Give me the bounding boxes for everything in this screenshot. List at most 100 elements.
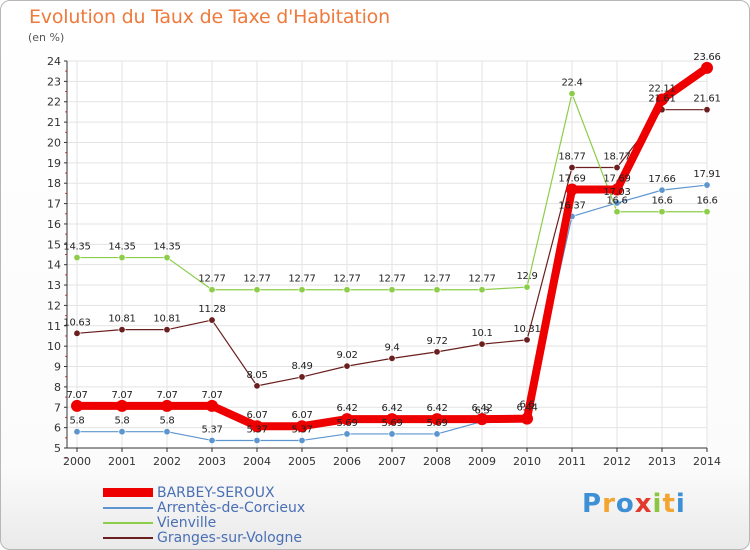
- legend-label: BARBEY-SEROUX: [157, 484, 275, 501]
- x-tick-label: 2011: [558, 455, 586, 468]
- y-tick-label: 12: [47, 299, 61, 312]
- data-label: 5.37: [201, 424, 222, 435]
- legend-swatch: [103, 521, 153, 524]
- y-tick-label: 24: [47, 55, 61, 68]
- series-point-0: [206, 399, 218, 412]
- series-point-1: [208, 436, 216, 444]
- proxiti-logo: Proxiti: [582, 489, 686, 519]
- series-point-0: [161, 399, 173, 412]
- data-label: 5.8: [159, 416, 174, 427]
- logo-letter: t: [662, 489, 676, 519]
- data-label: 7.07: [156, 390, 177, 401]
- series-point-1: [298, 436, 306, 444]
- data-label: 9.02: [336, 350, 357, 361]
- x-tick-label: 2000: [63, 455, 91, 468]
- series-point-0: [116, 399, 128, 412]
- series-point-0: [251, 420, 263, 433]
- series-point-2: [433, 286, 441, 294]
- x-tick-label: 2004: [243, 455, 271, 468]
- data-label: 9.4: [384, 342, 399, 353]
- y-tick-label: 13: [47, 279, 61, 292]
- series-point-3: [523, 336, 531, 344]
- series-point-2: [73, 254, 81, 262]
- series-point-2: [703, 208, 711, 216]
- series-point-0: [386, 413, 398, 426]
- x-tick-label: 2012: [603, 455, 631, 468]
- y-tick-label: 5: [54, 442, 61, 455]
- x-tick-label: 2002: [153, 455, 181, 468]
- data-label: 14.35: [108, 242, 135, 253]
- series-point-0: [611, 183, 623, 196]
- data-label: 6.42: [471, 403, 492, 414]
- y-tick-label: 14: [47, 259, 61, 272]
- logo-letter: i: [675, 489, 686, 519]
- series-point-2: [298, 286, 306, 294]
- data-label: 6.44: [516, 403, 537, 414]
- y-tick-label: 19: [47, 157, 61, 170]
- data-label: 22.11: [648, 83, 675, 94]
- data-label: 16.6: [606, 196, 627, 207]
- data-label: 14.35: [153, 242, 180, 253]
- data-label: 17.03: [603, 187, 630, 198]
- chart-legend: BARBEY-SEROUX Arrentès-de-Corcieux Vienvil…: [103, 484, 306, 546]
- series-point-2: [208, 286, 216, 294]
- data-label: 10.63: [63, 317, 90, 328]
- x-tick-label: 2005: [288, 455, 316, 468]
- data-label: 17.91: [693, 169, 720, 180]
- series-point-2: [253, 286, 261, 294]
- data-label: 11.28: [198, 304, 225, 315]
- data-label: 6.42: [426, 403, 447, 414]
- logo-letter: P: [582, 489, 603, 519]
- y-tick-label: 18: [47, 177, 61, 190]
- series-point-2: [613, 208, 621, 216]
- y-tick-label: 7: [54, 401, 61, 414]
- data-label: 7.07: [66, 390, 87, 401]
- data-label: 6.42: [381, 403, 402, 414]
- data-label: 7.07: [201, 390, 222, 401]
- data-label: 10.81: [108, 314, 135, 325]
- data-label: 12.77: [333, 274, 360, 285]
- series-point-3: [613, 164, 621, 172]
- data-label: 10.31: [513, 324, 540, 335]
- series-point-2: [478, 286, 486, 294]
- series-point-0: [296, 420, 308, 433]
- series-point-0: [656, 93, 668, 106]
- x-tick-label: 2009: [468, 455, 496, 468]
- series-point-3: [118, 326, 126, 334]
- data-label: 8.49: [291, 361, 312, 372]
- data-label: 6.3: [474, 406, 489, 417]
- y-tick-label: 16: [47, 218, 61, 231]
- data-label: 12.77: [378, 274, 405, 285]
- y-tick-label: 17: [47, 198, 61, 211]
- series-point-1: [253, 436, 261, 444]
- series-point-0: [341, 413, 353, 426]
- data-label: 6.42: [336, 403, 357, 414]
- data-label: 5.37: [246, 424, 267, 435]
- series-point-3: [298, 373, 306, 381]
- series-point-3: [568, 164, 576, 172]
- data-label: 17.69: [558, 174, 585, 185]
- series-point-0: [71, 399, 83, 412]
- series-point-0: [566, 183, 578, 196]
- data-label: 12.77: [423, 274, 450, 285]
- series-point-3: [703, 106, 711, 114]
- series-point-0: [431, 413, 443, 426]
- data-label: 6.07: [291, 410, 312, 421]
- data-label: 17.69: [603, 174, 630, 185]
- data-label: 12.77: [198, 274, 225, 285]
- x-tick-label: 2014: [693, 455, 721, 468]
- y-tick-label: 23: [47, 75, 61, 88]
- data-label: 16.37: [558, 200, 585, 211]
- data-label: 5.69: [426, 418, 447, 429]
- data-label: 18.77: [558, 152, 585, 163]
- data-label: 12.77: [243, 274, 270, 285]
- series-point-0: [521, 412, 533, 425]
- x-tick-label: 2006: [333, 455, 361, 468]
- series-point-1: [613, 199, 621, 207]
- legend-label: Arrentès-de-Corcieux: [157, 499, 306, 516]
- y-tick-label: 8: [54, 381, 61, 394]
- y-tick-label: 20: [47, 136, 61, 149]
- series-point-3: [163, 326, 171, 334]
- y-tick-label: 6: [54, 422, 61, 435]
- x-tick-label: 2010: [513, 455, 541, 468]
